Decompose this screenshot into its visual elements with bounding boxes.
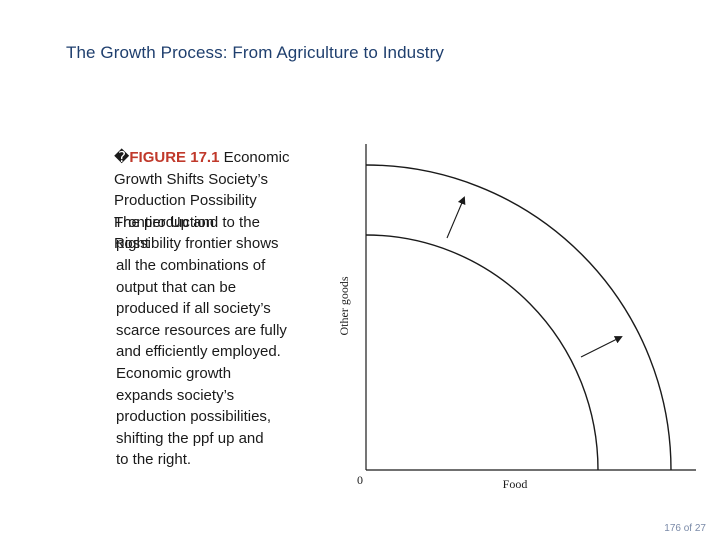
slide-title: The Growth Process: From Agriculture to … [66,43,444,62]
ppf-curve-original [365,234,599,471]
shift-arrow-lower [580,336,623,358]
caption-body-line: expands society’s [116,386,235,404]
caption-body-line: and efficiently employed. [116,343,281,361]
caption-body-line: produced if all society’s [116,300,271,318]
caption-overlap-line-2: Right possibility frontier shows [114,233,310,255]
caption-body-start: The production [114,213,215,231]
caption-title-part-4: Frontier Up and to the [114,213,260,231]
caption-overlap-line-1: Frontier Up and to the The production [114,212,310,234]
caption-body-line: shifting the ppf up and [116,429,264,447]
figure-label: FIGURE 17.1 [129,149,220,166]
ppf-curve-shifted [365,164,672,471]
caption-line-2: Growth Shifts Society’s [114,170,268,188]
caption-body-line: Economic growth [116,364,232,382]
caption-body: all the combinations of output that can … [114,255,310,471]
caption-title-part-1: Economic [219,149,290,166]
caption-body-line: to the right. [116,451,192,469]
shift-arrow-upper [446,196,466,239]
caption-body-line: scarce resources are fully [116,321,287,339]
caption-body-line: output that can be [116,278,237,296]
caption-body-line: all the combinations of [116,256,266,274]
x-axis-label: Food [503,477,528,491]
figure-caption: �FIGURE 17.1 Economic Growth Shifts Soci… [114,147,310,471]
bullet-marker: � [114,149,130,166]
caption-title-part-5: Right [114,235,150,253]
page-number: 176 of 27 [664,523,706,534]
caption-body-continued: possibility frontier shows [116,235,279,253]
ppf-diagram: Other goods Food 0 [330,140,700,500]
y-axis-label: Other goods [337,276,351,335]
caption-body-line: production possibilities, [116,408,272,426]
ppf-diagram-svg: Other goods Food 0 [337,144,696,491]
origin-label: 0 [357,473,363,487]
caption-line-3: Production Possibility [114,192,257,210]
caption-line-1: �FIGURE 17.1 Economic [114,147,310,169]
